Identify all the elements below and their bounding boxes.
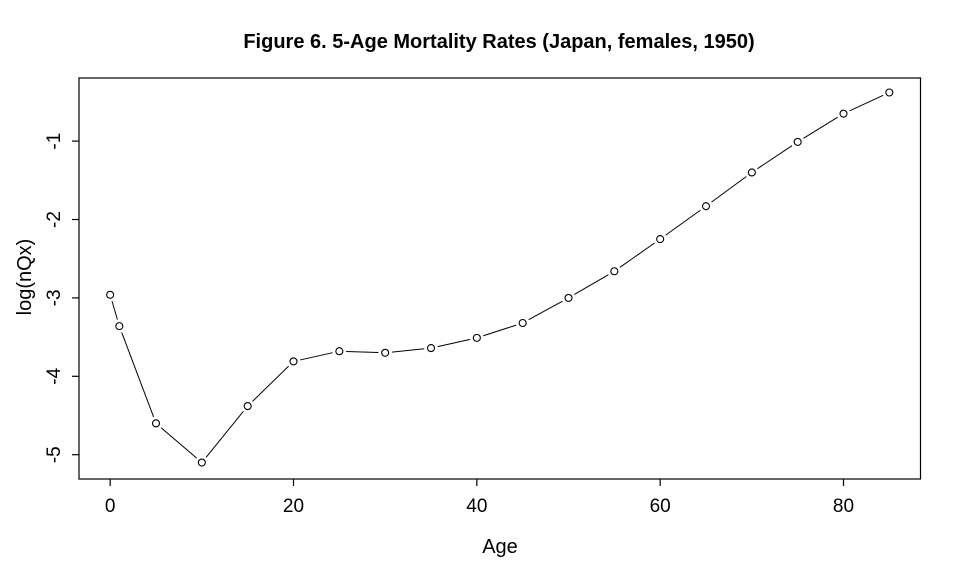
series-segment: [528, 300, 563, 321]
data-point: [289, 357, 298, 366]
y-tick-label: -1: [44, 133, 65, 150]
data-point: [335, 347, 344, 356]
y-axis: -1 -2 -3 -4 -5: [44, 133, 79, 463]
x-axis-title: Age: [482, 536, 518, 558]
data-point: [381, 348, 390, 357]
y-tick-label: -3: [44, 289, 65, 306]
series-segment: [803, 116, 838, 139]
y-tick-label: -5: [44, 446, 65, 463]
data-point: [426, 344, 436, 353]
x-tick-label: 20: [283, 496, 304, 517]
data-point: [839, 109, 848, 118]
series-segment: [849, 94, 884, 112]
y-tick-label: -2: [44, 211, 65, 228]
data-point: [656, 235, 665, 244]
data-point: [610, 267, 619, 276]
data-point: [747, 168, 756, 177]
series-segment: [300, 352, 333, 361]
chart-title: Figure 6. 5-Age Mortality Rates (Japan, …: [243, 31, 754, 53]
series-segment: [574, 274, 609, 295]
series-segment: [665, 209, 701, 236]
x-tick-label: 80: [833, 496, 854, 517]
data-point: [793, 137, 802, 146]
series-segment: [160, 427, 197, 459]
series-segment: [346, 350, 379, 354]
y-tick-label: -4: [44, 367, 65, 384]
x-tick-label: 40: [466, 496, 487, 517]
series-segment: [757, 145, 793, 170]
series-segment: [437, 338, 471, 348]
data-point: [472, 333, 481, 342]
data-point: [197, 458, 206, 467]
series-segment: [252, 365, 289, 402]
x-axis: 0 20 40 60 80: [105, 479, 854, 517]
x-tick-label: 60: [650, 496, 671, 517]
data-point: [564, 293, 573, 302]
series-segment: [205, 411, 244, 458]
series-segment: [619, 242, 655, 268]
data-point: [106, 290, 115, 299]
y-axis-title: log(nQx): [14, 239, 36, 316]
plot-box: [78, 77, 922, 480]
data-point: [115, 322, 124, 331]
series-segment: [111, 301, 118, 320]
x-tick-label: 0: [105, 496, 116, 517]
data-point: [151, 419, 161, 428]
data-point: [701, 202, 711, 211]
series-segment: [121, 332, 155, 418]
data-point: [518, 318, 527, 328]
data-point: [243, 402, 252, 411]
series-segment: [483, 324, 517, 337]
data-point: [885, 88, 894, 97]
data-series: [106, 88, 894, 467]
series-segment: [391, 348, 425, 353]
series-segment: [711, 176, 747, 203]
